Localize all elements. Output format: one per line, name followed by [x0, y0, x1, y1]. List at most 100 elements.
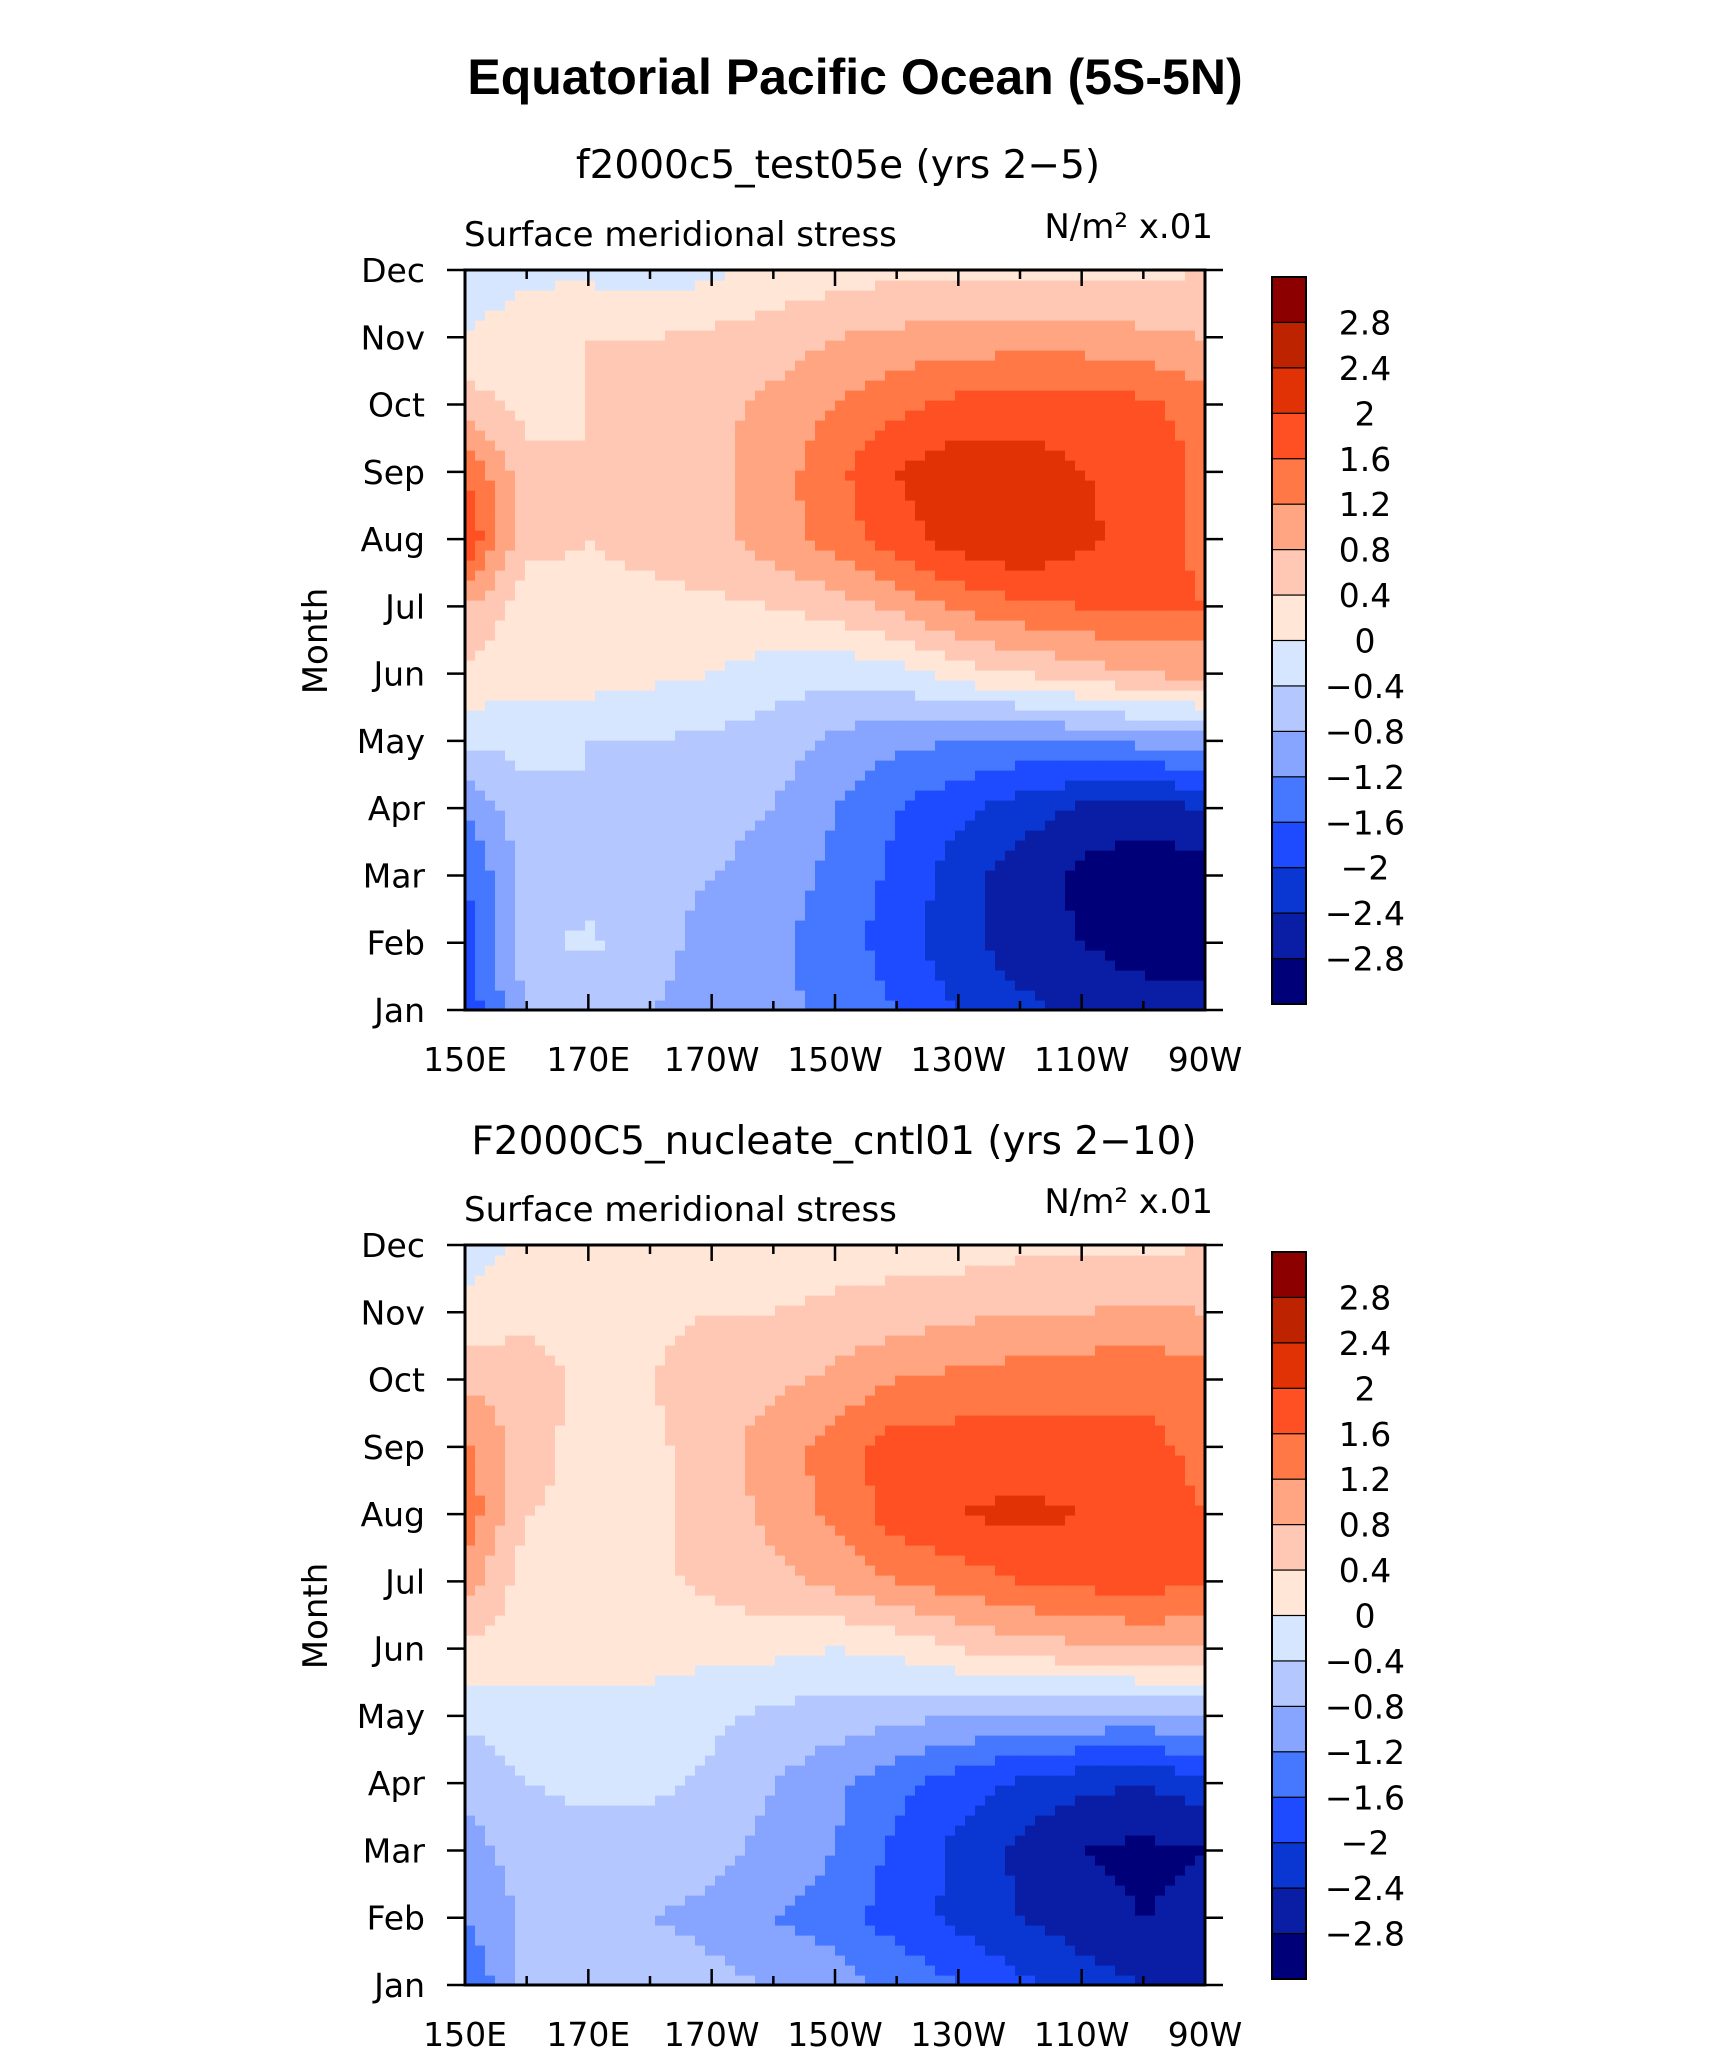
contour-cell — [685, 740, 696, 751]
contour-cell — [935, 660, 946, 671]
contour-cell — [565, 790, 576, 801]
contour-cell — [505, 580, 516, 591]
contour-cell — [755, 930, 766, 941]
contour-cell — [825, 390, 836, 401]
contour-cell — [535, 520, 546, 531]
contour-cell — [565, 710, 576, 721]
contour-cell — [935, 580, 946, 591]
contour-cell — [665, 450, 676, 461]
contour-cell — [1135, 350, 1146, 361]
contour-cell — [705, 390, 716, 401]
contour-cell — [1105, 600, 1116, 611]
contour-cell — [945, 960, 956, 971]
contour-cell — [975, 880, 986, 891]
contour-cell — [665, 1000, 676, 1011]
contour-cell — [745, 330, 756, 341]
contour-cell — [475, 650, 486, 661]
contour-cell — [1175, 900, 1186, 911]
contour-cell — [1115, 700, 1126, 711]
contour-cell — [905, 870, 916, 881]
contour-cell — [1165, 940, 1176, 951]
contour-cell — [495, 620, 506, 631]
contour-cell — [615, 520, 626, 531]
contour-cell — [945, 880, 956, 891]
contour-cell — [1065, 490, 1076, 501]
contour-cell — [855, 760, 866, 771]
contour-cell — [1105, 810, 1116, 821]
contour-cell — [505, 690, 516, 701]
contour-cell — [1045, 820, 1056, 831]
contour-cell — [1105, 920, 1116, 931]
contour-cell — [1195, 910, 1206, 921]
contour-cell — [955, 730, 966, 741]
contour-cell — [565, 760, 576, 771]
contour-cell — [895, 560, 906, 571]
contour-cell — [995, 680, 1006, 691]
contour-cell — [675, 370, 686, 381]
contour-cell — [465, 570, 476, 581]
contour-cell — [705, 420, 716, 431]
contour-cell — [805, 740, 816, 751]
contour-cell — [665, 690, 676, 701]
contour-cell — [1015, 490, 1026, 501]
contour-cell — [1025, 930, 1036, 941]
contour-cell — [895, 630, 906, 641]
contour-cell — [1095, 750, 1106, 761]
contour-cell — [585, 520, 596, 531]
contour-cell — [985, 390, 996, 401]
contour-cell — [1195, 670, 1206, 681]
contour-cell — [645, 890, 656, 901]
contour-cell — [725, 990, 736, 1001]
contour-cell — [655, 350, 666, 361]
contour-cell — [945, 830, 956, 841]
contour-cell — [575, 610, 586, 621]
contour-cell — [665, 400, 676, 411]
contour-cell — [965, 460, 976, 471]
contour-cell — [555, 920, 566, 931]
contour-cell — [1175, 620, 1186, 631]
contour-cell — [1125, 510, 1136, 521]
contour-cell — [585, 460, 596, 471]
contour-cell — [1155, 710, 1166, 721]
contour-cell — [1105, 700, 1116, 711]
contour-cell — [705, 930, 716, 941]
contour-cell — [1005, 340, 1016, 351]
contour-cell — [915, 950, 926, 961]
contour-cell — [715, 840, 726, 851]
contour-cell — [695, 770, 706, 781]
contour-cell — [475, 930, 486, 941]
contour-cell — [465, 350, 476, 361]
contour-cell — [895, 890, 906, 901]
contour-cell — [655, 780, 666, 791]
contour-cell — [1055, 970, 1066, 981]
contour-cell — [945, 860, 956, 871]
contour-cell — [675, 770, 686, 781]
contour-cell — [1165, 930, 1176, 941]
contour-cell — [1195, 520, 1206, 531]
contour-cell — [985, 930, 996, 941]
contour-cell — [735, 360, 746, 371]
contour-cell — [1035, 450, 1046, 461]
contour-cell — [665, 780, 676, 791]
contour-cell — [925, 520, 936, 531]
contour-cell — [1175, 440, 1186, 451]
contour-cell — [685, 650, 696, 661]
contour-cell — [1175, 760, 1186, 771]
contour-cell — [525, 820, 536, 831]
contour-cell — [875, 570, 886, 581]
contour-cell — [755, 980, 766, 991]
contour-cell — [665, 840, 676, 851]
contour-cell — [875, 400, 886, 411]
contour-cell — [575, 790, 586, 801]
contour-cell — [1135, 890, 1146, 901]
contour-cell — [625, 330, 636, 341]
contour-cell — [475, 660, 486, 671]
contour-cell — [1045, 730, 1056, 741]
contour-cell — [1005, 630, 1016, 641]
contour-cell — [1035, 350, 1046, 361]
contour-cell — [635, 900, 646, 911]
contour-cell — [1145, 740, 1156, 751]
contour-cell — [995, 370, 1006, 381]
contour-cell — [545, 560, 556, 571]
contour-cell — [795, 940, 806, 951]
